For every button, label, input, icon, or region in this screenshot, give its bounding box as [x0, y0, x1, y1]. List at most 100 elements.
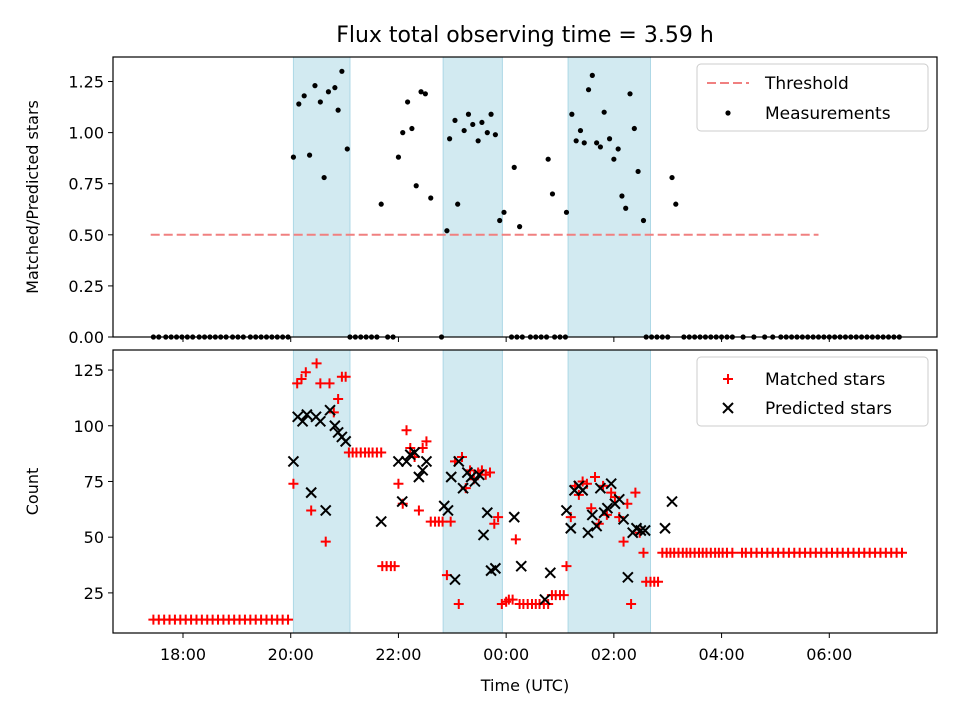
matched-stars-point: [421, 436, 432, 447]
predicted-stars-point: [473, 469, 485, 481]
measurement-point: [400, 130, 406, 136]
predicted-stars-point: [329, 420, 341, 432]
measurement-point: [619, 193, 625, 199]
matched-stars-point: [340, 371, 351, 382]
matched-stars-point: [296, 373, 307, 384]
measurement-point: [594, 140, 600, 146]
matched-stars-point: [453, 599, 464, 610]
measurement-point: [601, 109, 607, 115]
predicted-stars-point: [601, 502, 614, 514]
predicted-stars-point: [413, 471, 425, 483]
matched-stars-point: [653, 576, 664, 587]
matched-stars-point: [590, 472, 601, 483]
predicted-stars-point: [320, 504, 332, 517]
count-panel: 25 50 75 100 125 18:00 20:00 22:00 00:00 02:00 04:…: [23, 349, 938, 664]
measurement-point: [418, 89, 424, 95]
matched-stars-point: [333, 394, 344, 405]
legend-box: [696, 63, 929, 132]
measurement-point: [404, 99, 411, 105]
matched-stars-point: [489, 518, 500, 529]
matched-stars-point: [445, 516, 456, 527]
predicted-stars-point: [515, 560, 527, 572]
matched-stars-point: [558, 590, 569, 601]
observing-interval-band: [567, 56, 651, 338]
measurement-point: [452, 117, 458, 123]
predicted-stars-point: [622, 571, 634, 583]
measurement-point: [585, 87, 592, 93]
predicted-stars-point: [489, 562, 502, 575]
measurement-point: [312, 83, 318, 89]
measurement-point: [484, 130, 490, 136]
matched-stars-point: [288, 478, 299, 489]
matched-stars-point: [393, 478, 404, 489]
predicted-stars-point: [477, 529, 490, 541]
ratio-panel: 0.00 0.25 0.50 0.75 1.00 1.25 Matched/Predicte…: [23, 56, 938, 347]
matched-stars-point: [328, 407, 339, 418]
measurement-point: [488, 111, 494, 117]
matched-stars-point: [618, 536, 629, 547]
matched-stars-point: [320, 536, 331, 547]
matched-stars-point: [561, 561, 572, 572]
legend-measurement-handle: [725, 110, 731, 116]
predicted-stars-point: [590, 520, 603, 532]
matched-stars-point: [507, 594, 518, 605]
measurement-point: [301, 93, 307, 99]
matched-stars-point: [630, 487, 641, 498]
x-tick-label: 04:00: [699, 645, 745, 664]
predicted-stars-point: [396, 495, 408, 508]
y-tick-label: 0.75: [68, 175, 104, 194]
axes-frame: [112, 349, 938, 634]
predicted-stars-point: [457, 482, 469, 494]
predicted-stars-point: [400, 455, 413, 468]
measurement-point: [409, 125, 415, 132]
matched-stars-point: [401, 425, 412, 436]
legend-label: Measurements: [765, 104, 891, 124]
measurement-point: [461, 127, 467, 134]
predicted-stars-point: [539, 593, 551, 606]
measurement-point: [479, 119, 485, 126]
legend-box: [696, 356, 929, 427]
measurement-point: [611, 156, 617, 162]
predicted-stars-point: [416, 464, 429, 477]
measurement-point: [615, 146, 621, 152]
measurement-point: [581, 140, 587, 146]
matched-stars-point: [493, 512, 504, 523]
x-tick-label: 18:00: [160, 645, 206, 664]
measurement-point: [589, 72, 595, 78]
measurement-point: [321, 174, 327, 181]
measurement-point: [563, 209, 570, 215]
measurement-point: [296, 101, 302, 107]
matched-stars-point: [727, 547, 738, 558]
predicted-stars-point: [666, 495, 678, 508]
measurement-point: [306, 152, 313, 158]
predicted-stars-point: [508, 511, 520, 523]
predicted-stars-point: [408, 446, 421, 459]
predicted-stars-point: [613, 493, 625, 506]
measurement-point: [569, 111, 575, 117]
observing-interval-band: [292, 349, 351, 634]
predicted-stars-point: [605, 477, 617, 490]
measurement-point: [447, 136, 453, 142]
observing-interval-band: [442, 349, 503, 634]
measurement-point: [455, 201, 461, 207]
y-tick-label: 50: [84, 528, 104, 547]
measurement-point: [606, 136, 613, 142]
predicted-stars-point: [449, 573, 461, 586]
predicted-stars-point: [314, 415, 327, 428]
measurement-point: [332, 85, 338, 91]
predicted-stars-point: [659, 522, 671, 534]
matched-stars-point: [376, 447, 387, 458]
predicted-stars-point: [544, 567, 557, 579]
predicted-stars-point: [445, 471, 457, 483]
x-tick-label: 00:00: [483, 645, 529, 664]
predicted-stars-point: [296, 415, 309, 428]
measurement-point: [597, 144, 603, 150]
chart-title: Flux total observing time = 3.59 h: [336, 23, 714, 48]
measurement-point: [428, 195, 434, 201]
predicted-stars-point: [469, 475, 481, 488]
x-tick-label: 22:00: [375, 645, 421, 664]
predicted-stars-point: [594, 482, 607, 494]
predicted-stars-point: [565, 522, 577, 534]
measurement-point: [517, 224, 523, 230]
predicted-stars-point: [287, 455, 300, 468]
